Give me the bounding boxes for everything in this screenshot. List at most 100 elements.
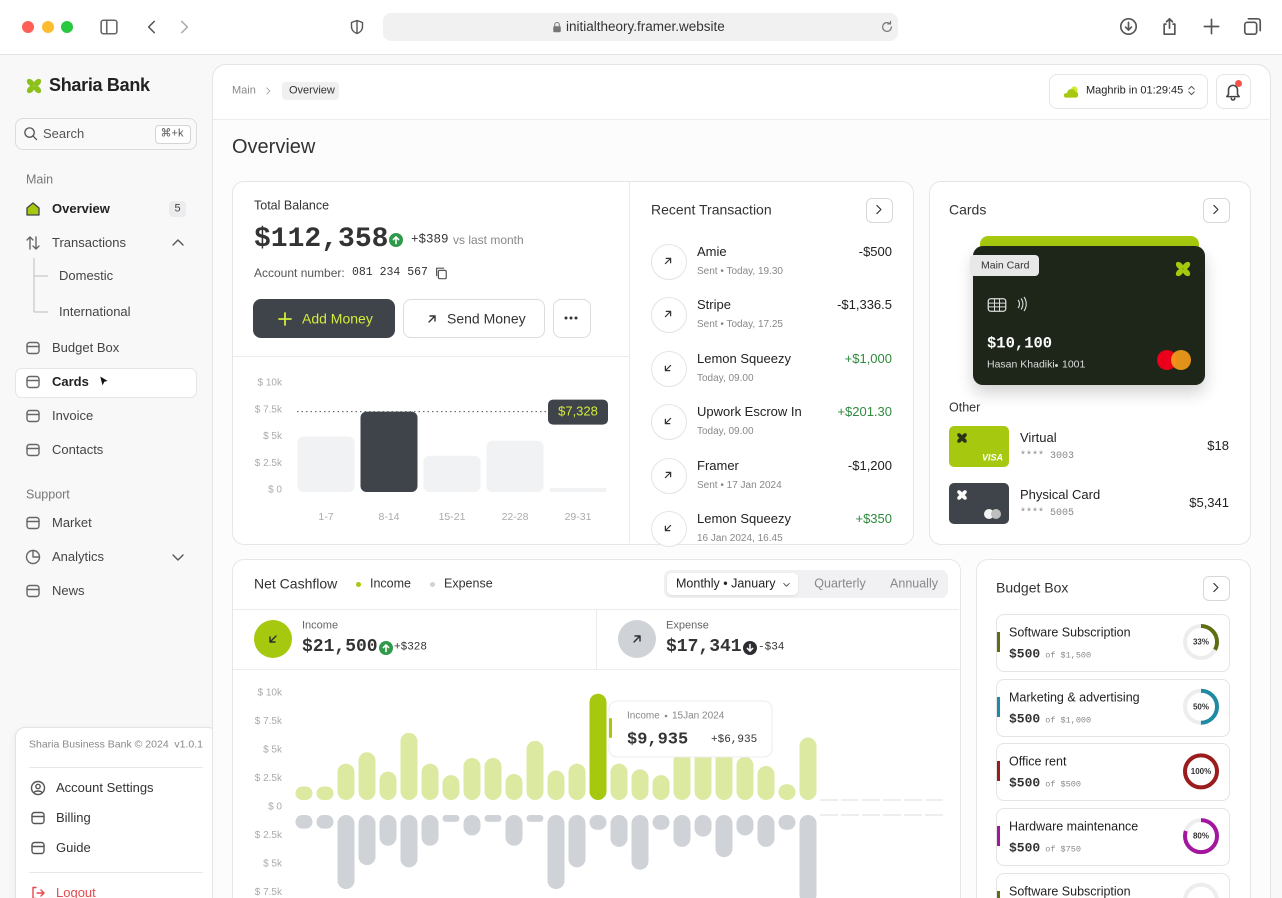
budget-item[interactable] [996, 743, 1230, 802]
plus-icon [278, 312, 292, 326]
open-button[interactable] [866, 198, 893, 223]
copy-icon[interactable] [434, 266, 448, 280]
icon-part [269, 635, 277, 643]
add-money-button[interactable] [253, 299, 395, 338]
nav-item[interactable]: Budget Box [52, 340, 120, 356]
footer-icon [31, 811, 45, 825]
transaction-name[interactable]: Framer [697, 457, 739, 473]
icon-part [1188, 85, 1195, 96]
transaction-name[interactable]: Upwork Escrow In [697, 404, 802, 420]
income-change: +$328 [394, 641, 428, 654]
send-icon [428, 315, 436, 323]
icon-part [957, 489, 967, 500]
transaction-name[interactable]: Amie [697, 244, 727, 260]
prayer-toggle [1188, 85, 1195, 96]
budget-item[interactable] [996, 808, 1230, 867]
period-tab[interactable]: Quarterly [814, 576, 866, 591]
nav-item[interactable]: Analytics [52, 549, 105, 565]
transaction-amount: -$500 [858, 244, 892, 260]
icon-part [746, 643, 754, 653]
brand-name: Sharia Bank [49, 75, 150, 96]
change-icon [694, 731, 708, 745]
card-title: Budget Box [996, 579, 1069, 596]
logout-icon [32, 886, 45, 898]
nav-item[interactable]: News [52, 583, 85, 599]
nav-badge [169, 201, 186, 217]
icon-part [957, 437, 963, 443]
card-title: Recent Transaction [651, 201, 772, 218]
download-button[interactable] [1119, 17, 1138, 36]
transaction-name[interactable]: Lemon Squeezy [697, 511, 791, 527]
prayer-time[interactable] [1049, 74, 1208, 109]
search-icon [24, 127, 38, 141]
icon-part [957, 489, 963, 495]
card-logo [1175, 261, 1191, 277]
send-money-label: Send Money [447, 310, 526, 327]
window-control[interactable] [22, 21, 34, 33]
nav-selected [15, 368, 197, 398]
nav-icon [26, 584, 40, 598]
icon-part [180, 20, 189, 34]
icon-part [564, 316, 578, 320]
icon-part [1213, 582, 1219, 593]
nav-icon [26, 341, 40, 355]
window-control[interactable] [41, 21, 54, 33]
transaction-direction [664, 524, 672, 532]
back-button[interactable] [143, 18, 161, 36]
budget-accent [997, 826, 1000, 847]
icon-part [1182, 268, 1191, 277]
footer-link[interactable]: Account Settings [56, 780, 154, 796]
prayer-icon [1063, 86, 1079, 98]
icon-part [26, 341, 40, 355]
nav-item[interactable]: Cards [52, 374, 89, 390]
nav-expand[interactable] [170, 549, 186, 565]
icon-part [31, 841, 45, 855]
nav-subitem[interactable]: Domestic [59, 268, 114, 284]
footer-link[interactable]: Billing [56, 810, 91, 826]
icon-part [1017, 296, 1027, 312]
send-money-button[interactable] [403, 299, 545, 338]
icon-part [436, 267, 445, 277]
add-money-label: Add Money [302, 310, 373, 327]
icon-part [100, 19, 118, 35]
transaction-meta: Sent • 17 Jan 2024 [697, 479, 782, 491]
new-tab-button[interactable] [1202, 17, 1221, 36]
card-holder: Hasan Khadiki [987, 358, 1055, 371]
budget-item[interactable] [996, 678, 1230, 737]
window-control[interactable] [61, 21, 73, 33]
forward-button[interactable] [175, 18, 193, 36]
nav-subitem[interactable]: International [59, 304, 131, 320]
logout-link[interactable]: Logout [56, 885, 96, 898]
income-label: Income [302, 619, 339, 632]
budget-item[interactable] [996, 614, 1230, 672]
card-thumbnail[interactable] [949, 426, 1009, 467]
budget-accent [997, 761, 1000, 782]
transaction-name[interactable]: Stripe [697, 297, 731, 313]
nav-item[interactable]: Transactions [52, 235, 126, 251]
nav-item[interactable]: Market [52, 515, 92, 531]
breadcrumb-item[interactable]: Main [232, 84, 256, 97]
nav-item[interactable]: Invoice [52, 408, 94, 424]
period-tab[interactable]: Annually [890, 576, 938, 591]
nav-item[interactable]: Overview [52, 201, 110, 217]
budget-name: Office rent [1009, 754, 1067, 769]
change-icon [743, 641, 757, 655]
breadcrumb-current: Overview [289, 84, 335, 97]
budget-total: of $500 [1045, 779, 1081, 790]
nav-expand[interactable] [170, 235, 186, 251]
expense-amount: $17,341 [666, 637, 742, 658]
legend-dot [429, 581, 435, 587]
share-button[interactable] [1160, 17, 1179, 36]
icon-part [553, 26, 561, 33]
icon-part [382, 643, 390, 653]
footer-link[interactable]: Guide [56, 840, 91, 856]
sidebar-toggle[interactable] [100, 18, 118, 36]
notification-button[interactable] [1216, 74, 1251, 109]
period-tab[interactable]: Monthly • January [676, 576, 776, 591]
address-bar[interactable] [383, 13, 898, 41]
tabs-button[interactable] [1243, 17, 1262, 36]
nav-item[interactable]: Contacts [52, 442, 104, 458]
chip-icon [987, 298, 1007, 312]
transaction-name[interactable]: Lemon Squeezy [697, 351, 791, 366]
